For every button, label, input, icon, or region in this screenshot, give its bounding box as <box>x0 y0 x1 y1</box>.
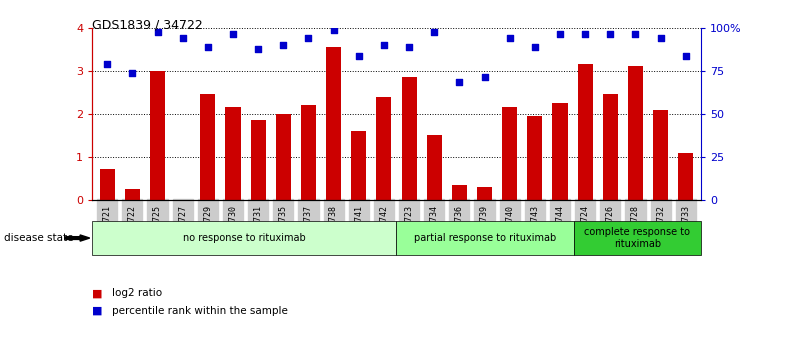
Point <box>529 44 541 50</box>
Point <box>478 75 491 80</box>
Bar <box>678 152 694 200</box>
Point <box>126 70 139 76</box>
Point <box>654 36 667 41</box>
Text: partial response to rituximab: partial response to rituximab <box>414 233 557 243</box>
Bar <box>376 97 392 200</box>
Point <box>302 36 315 41</box>
Bar <box>603 95 618 200</box>
Bar <box>527 116 542 200</box>
Point <box>403 44 416 50</box>
Text: ■: ■ <box>92 306 103 315</box>
Bar <box>225 107 240 200</box>
Point <box>679 53 692 58</box>
Bar <box>452 185 467 200</box>
Bar <box>251 120 266 200</box>
Bar <box>351 131 366 200</box>
Point <box>101 61 114 67</box>
Point <box>428 29 441 35</box>
Bar <box>401 77 417 200</box>
Text: GDS1839 / 34722: GDS1839 / 34722 <box>92 19 203 32</box>
Bar <box>326 47 341 200</box>
Bar <box>150 71 165 200</box>
Text: log2 ratio: log2 ratio <box>112 288 163 298</box>
Bar <box>301 105 316 200</box>
Point <box>252 47 264 52</box>
Point <box>377 42 390 48</box>
Text: no response to rituximab: no response to rituximab <box>183 233 306 243</box>
Point <box>327 27 340 32</box>
Point <box>553 31 566 37</box>
Bar <box>578 64 593 200</box>
Bar <box>99 169 115 200</box>
Point <box>277 42 290 48</box>
Bar <box>396 221 574 255</box>
Bar <box>502 107 517 200</box>
Text: disease state: disease state <box>4 233 74 243</box>
Point <box>201 44 214 50</box>
Point <box>579 31 592 37</box>
Text: ■: ■ <box>92 288 103 298</box>
Bar <box>92 221 396 255</box>
Point <box>227 31 239 37</box>
Point <box>503 36 516 41</box>
Bar <box>574 221 701 255</box>
Point <box>453 79 466 84</box>
Bar <box>427 136 442 200</box>
Bar <box>628 66 643 200</box>
Point <box>176 36 189 41</box>
Point <box>604 31 617 37</box>
Bar <box>200 95 215 200</box>
Bar <box>653 110 668 200</box>
Bar <box>477 187 492 200</box>
Text: complete response to
rituximab: complete response to rituximab <box>585 227 690 249</box>
Text: percentile rank within the sample: percentile rank within the sample <box>112 306 288 315</box>
Point <box>629 31 642 37</box>
Point <box>151 29 164 35</box>
Bar <box>125 189 140 200</box>
Point <box>352 53 365 58</box>
Bar <box>553 103 568 200</box>
Bar <box>276 114 291 200</box>
